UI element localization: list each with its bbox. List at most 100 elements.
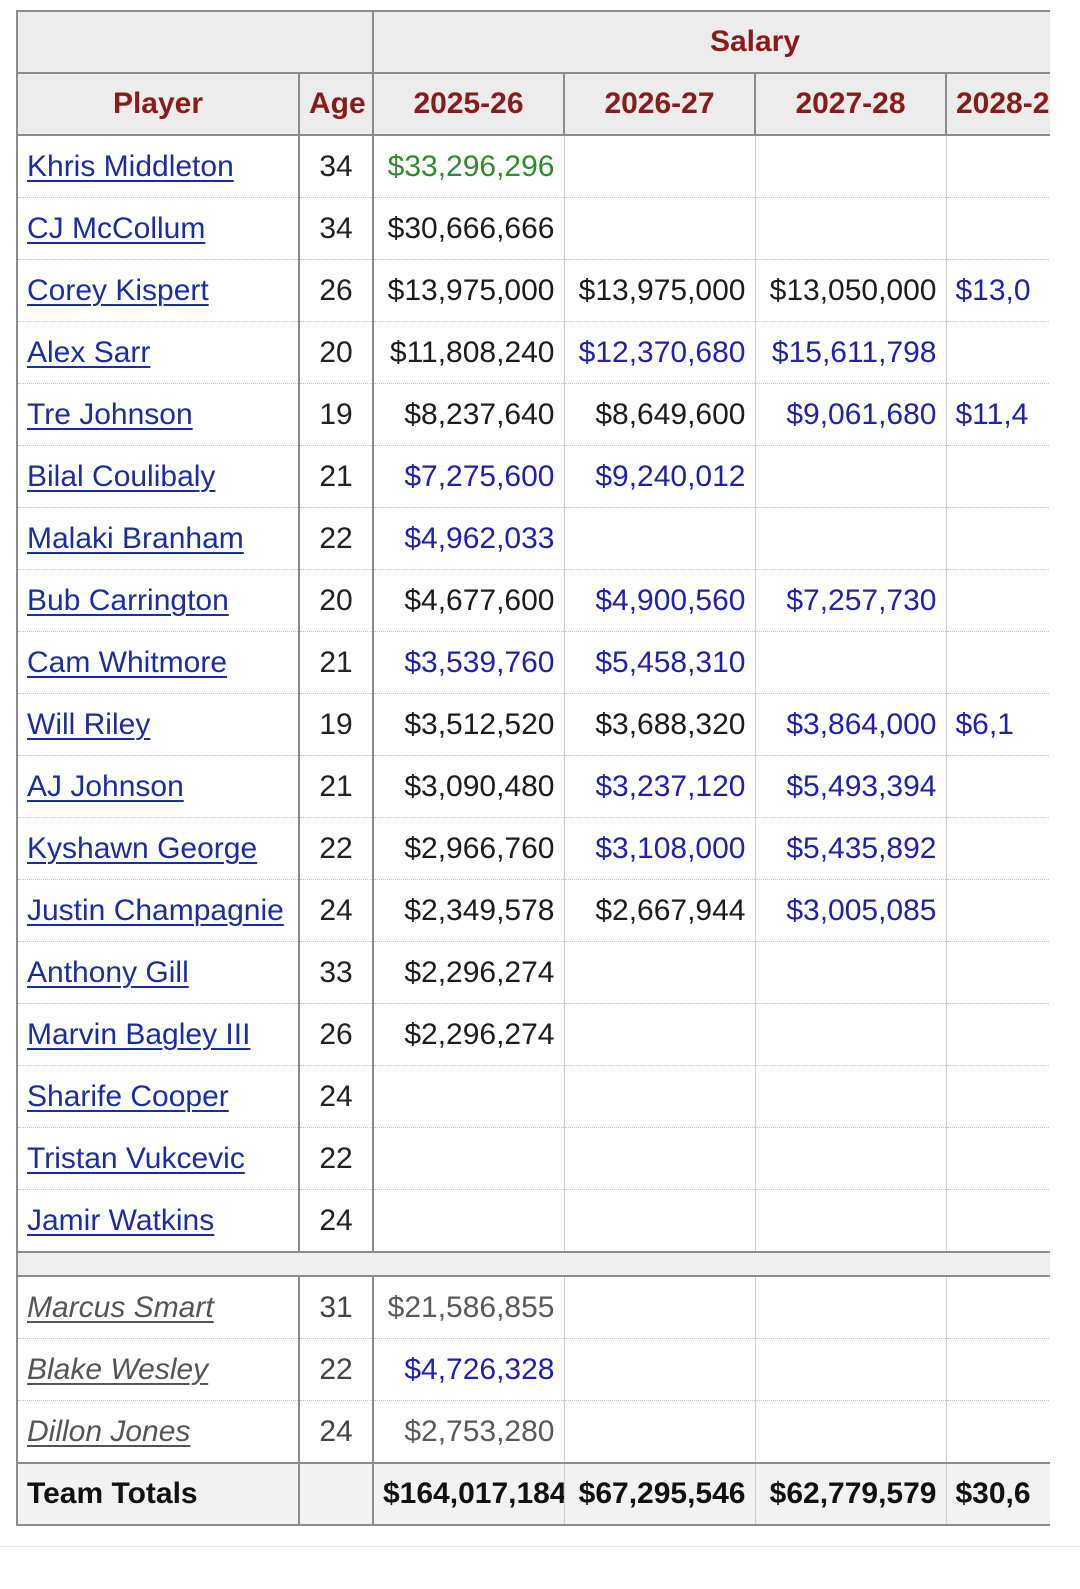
dead-money-body: Marcus Smart 31 $21,586,855 Blake Wesley 22 $… xyxy=(16,1276,1050,1464)
team-total-value: $67,295,546 xyxy=(564,1462,756,1526)
player-age: 33 xyxy=(299,941,374,1004)
salary-cell: $3,688,320 xyxy=(564,693,756,756)
player-row: Khris Middleton 34 $33,296,296 xyxy=(16,135,1050,198)
player-age: 24 xyxy=(299,1189,374,1253)
player-name-link[interactable]: Jamir Watkins xyxy=(27,1203,215,1237)
player-cell: Cam Whitmore xyxy=(16,631,300,694)
salary-cell xyxy=(946,135,1050,198)
salary-cell: $8,649,600 xyxy=(564,383,756,446)
season-column-header[interactable]: 2026-27 xyxy=(563,72,756,136)
season-column-header[interactable]: 2025-26 xyxy=(372,72,565,136)
season-column-header[interactable]: 2027-28 xyxy=(754,72,947,136)
salary-cell xyxy=(946,1338,1050,1401)
player-cell: Jamir Watkins xyxy=(16,1189,300,1253)
salary-cell: $3,090,480 xyxy=(373,755,565,818)
salary-cell: $3,005,085 xyxy=(755,879,947,942)
player-age: 22 xyxy=(299,1127,374,1190)
salary-cell: $33,296,296 xyxy=(373,135,565,198)
salary-cell: $30,666,666 xyxy=(373,197,565,260)
salary-cell: $4,900,560 xyxy=(564,569,756,632)
salary-cell: $5,493,394 xyxy=(755,755,947,818)
player-name-link[interactable]: Kyshawn George xyxy=(27,831,258,865)
dead-money-row: Blake Wesley 22 $4,726,328 xyxy=(16,1338,1050,1401)
player-name-link[interactable]: AJ Johnson xyxy=(27,769,184,803)
team-total-value: $62,779,579 xyxy=(755,1462,947,1526)
salary-cell xyxy=(946,1127,1050,1190)
salary-cell: $3,864,000 xyxy=(755,693,947,756)
divider-cell xyxy=(373,1251,564,1277)
salary-cell xyxy=(946,1400,1050,1464)
player-cell: Marcus Smart xyxy=(16,1276,300,1339)
salary-cell: $3,539,760 xyxy=(373,631,565,694)
player-name-link[interactable]: Dillon Jones xyxy=(27,1414,191,1448)
salary-cell: $13,975,000 xyxy=(564,259,756,322)
player-name-link[interactable]: Anthony Gill xyxy=(27,955,189,989)
player-name-link[interactable]: Tre Johnson xyxy=(27,397,193,431)
player-age: 24 xyxy=(299,1400,374,1464)
player-name-link[interactable]: Tristan Vukcevic xyxy=(27,1141,245,1175)
player-name-link[interactable]: CJ McCollum xyxy=(27,211,206,245)
player-name-link[interactable]: Malaki Branham xyxy=(27,521,244,555)
player-name-link[interactable]: Will Riley xyxy=(27,707,151,741)
season-column-header[interactable]: 2028-29 xyxy=(944,72,1050,136)
salary-cell: $21,586,855 xyxy=(373,1276,565,1339)
player-name-link[interactable]: Khris Middleton xyxy=(27,149,234,183)
player-row: AJ Johnson 21 $3,090,480 $3,237,120 $5,493,3… xyxy=(16,755,1050,818)
player-cell: Will Riley xyxy=(16,693,300,756)
salary-cell: $5,458,310 xyxy=(564,631,756,694)
player-name-link[interactable]: Sharife Cooper xyxy=(27,1079,229,1113)
salary-cell: $15,611,798 xyxy=(755,321,947,384)
salary-cell xyxy=(755,445,947,508)
salary-cell: $3,237,120 xyxy=(564,755,756,818)
player-age: 21 xyxy=(299,755,374,818)
salary-cell xyxy=(946,197,1050,260)
salary-cell xyxy=(946,1065,1050,1128)
player-name-link[interactable]: Blake Wesley xyxy=(27,1352,209,1386)
section-divider-row xyxy=(16,1251,1050,1277)
player-name-link[interactable]: Bilal Coulibaly xyxy=(27,459,216,493)
player-age: 19 xyxy=(299,383,374,446)
player-row: Sharife Cooper 24 xyxy=(16,1065,1050,1128)
player-name-link[interactable]: Cam Whitmore xyxy=(27,645,228,679)
player-row: Cam Whitmore 21 $3,539,760 $5,458,310 xyxy=(16,631,1050,694)
player-cell: Blake Wesley xyxy=(16,1338,300,1401)
player-age: 34 xyxy=(299,197,374,260)
player-name-link[interactable]: Bub Carrington xyxy=(27,583,229,617)
salary-cell: $3,108,000 xyxy=(564,817,756,880)
team-total-value: $164,017,184 xyxy=(373,1462,565,1526)
player-name-link[interactable]: Justin Champagnie xyxy=(27,893,284,927)
page-bottom-divider xyxy=(0,1546,1080,1547)
player-cell: Kyshawn George xyxy=(16,817,300,880)
salary-cell: $2,296,274 xyxy=(373,941,565,1004)
salary-cell: $4,726,328 xyxy=(373,1338,565,1401)
salary-cell xyxy=(755,1003,947,1066)
player-name-link[interactable]: Alex Sarr xyxy=(27,335,151,369)
player-row: Marvin Bagley III 26 $2,296,274 xyxy=(16,1003,1050,1066)
player-name-link[interactable]: Marcus Smart xyxy=(27,1290,214,1324)
player-name-link[interactable]: Marvin Bagley III xyxy=(27,1017,251,1051)
salary-cell xyxy=(946,507,1050,570)
salary-cell: $11,808,240 xyxy=(373,321,565,384)
player-row: Jamir Watkins 24 xyxy=(16,1189,1050,1253)
salary-cell xyxy=(564,197,756,260)
salary-cell xyxy=(946,1276,1050,1339)
player-name-link[interactable]: Corey Kispert xyxy=(27,273,209,307)
player-age: 22 xyxy=(299,507,374,570)
player-cell: Tre Johnson xyxy=(16,383,300,446)
player-row: Alex Sarr 20 $11,808,240 $12,370,680 $15,611… xyxy=(16,321,1050,384)
salary-cell xyxy=(564,1338,756,1401)
team-totals-label: Team Totals xyxy=(16,1462,300,1526)
player-row: Kyshawn George 22 $2,966,760 $3,108,000 $5,4… xyxy=(16,817,1050,880)
salary-cell: $3,512,520 xyxy=(373,693,565,756)
salary-cell: $2,966,760 xyxy=(373,817,565,880)
player-row: Tre Johnson 19 $8,237,640 $8,649,600 $9,061,… xyxy=(16,383,1050,446)
salary-cell xyxy=(755,135,947,198)
player-column-header[interactable]: Player xyxy=(16,72,300,136)
age-column-header[interactable]: Age xyxy=(298,72,374,136)
salary-cell: $13,0 xyxy=(946,259,1050,322)
player-row: Malaki Branham 22 $4,962,033 xyxy=(16,507,1050,570)
salary-cell xyxy=(946,445,1050,508)
salary-table: Salary Player Age 2025-26 2026-27 2027-2… xyxy=(16,10,1050,1526)
divider-cell xyxy=(564,1251,755,1277)
dead-money-row: Dillon Jones 24 $2,753,280 xyxy=(16,1400,1050,1464)
